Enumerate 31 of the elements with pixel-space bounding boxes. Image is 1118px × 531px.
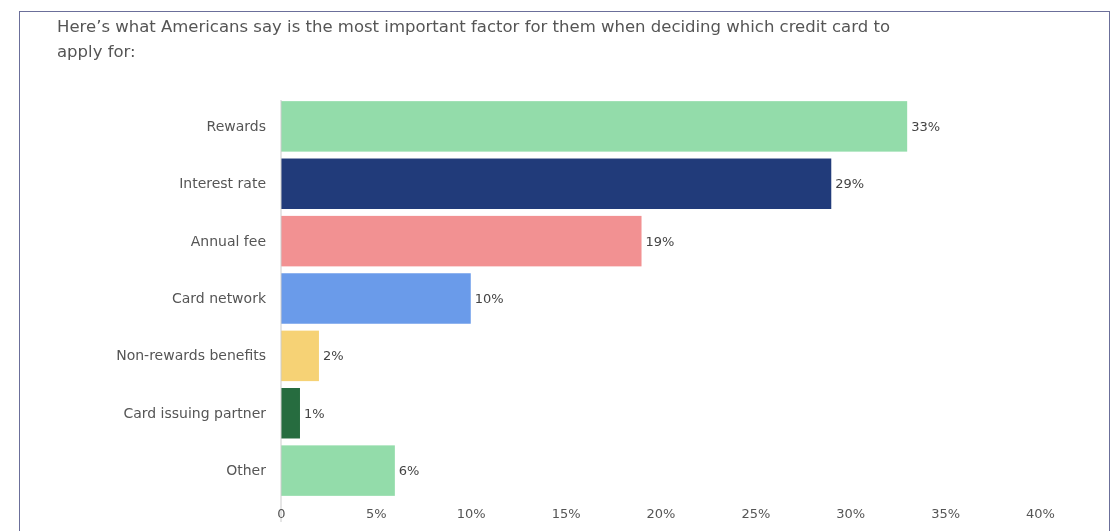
x-tick-label: 35%	[931, 506, 961, 522]
y-tick-label: Interest rate	[179, 175, 266, 192]
data-label: 10%	[474, 291, 504, 307]
x-tick-label: 30%	[836, 506, 866, 522]
x-tick-label: 0	[277, 506, 286, 522]
y-tick-label: Card network	[171, 289, 267, 306]
data-label: 2%	[322, 348, 344, 364]
x-tick-label: 15%	[551, 506, 581, 522]
data-label: 1%	[303, 405, 325, 421]
y-tick-label: Annual fee	[190, 232, 266, 249]
y-tick-label: Non-rewards benefits	[116, 347, 266, 364]
bar	[281, 158, 832, 209]
x-tick-label: 10%	[456, 506, 486, 522]
x-tick-label: 25%	[741, 506, 771, 522]
x-tick-label: 20%	[646, 506, 676, 522]
bar	[281, 101, 908, 152]
bar	[281, 215, 642, 267]
data-label: 29%	[835, 176, 865, 192]
x-tick-label: 40%	[1026, 506, 1055, 522]
y-tick-label: Rewards	[206, 117, 266, 134]
y-tick-label: Other	[226, 462, 267, 479]
data-label: 6%	[398, 463, 420, 479]
bar	[281, 330, 319, 382]
bar	[281, 388, 300, 439]
data-label: 19%	[645, 233, 675, 249]
x-tick-label: 5%	[366, 506, 387, 522]
bar	[281, 273, 471, 324]
data-label: 33%	[911, 118, 941, 134]
chart-title: Here’s what Americans say is the most important factor for them when deciding which credit card to apply for:	[57, 17, 890, 61]
y-tick-label: Card issuing partner	[123, 404, 267, 421]
bar	[281, 445, 395, 496]
